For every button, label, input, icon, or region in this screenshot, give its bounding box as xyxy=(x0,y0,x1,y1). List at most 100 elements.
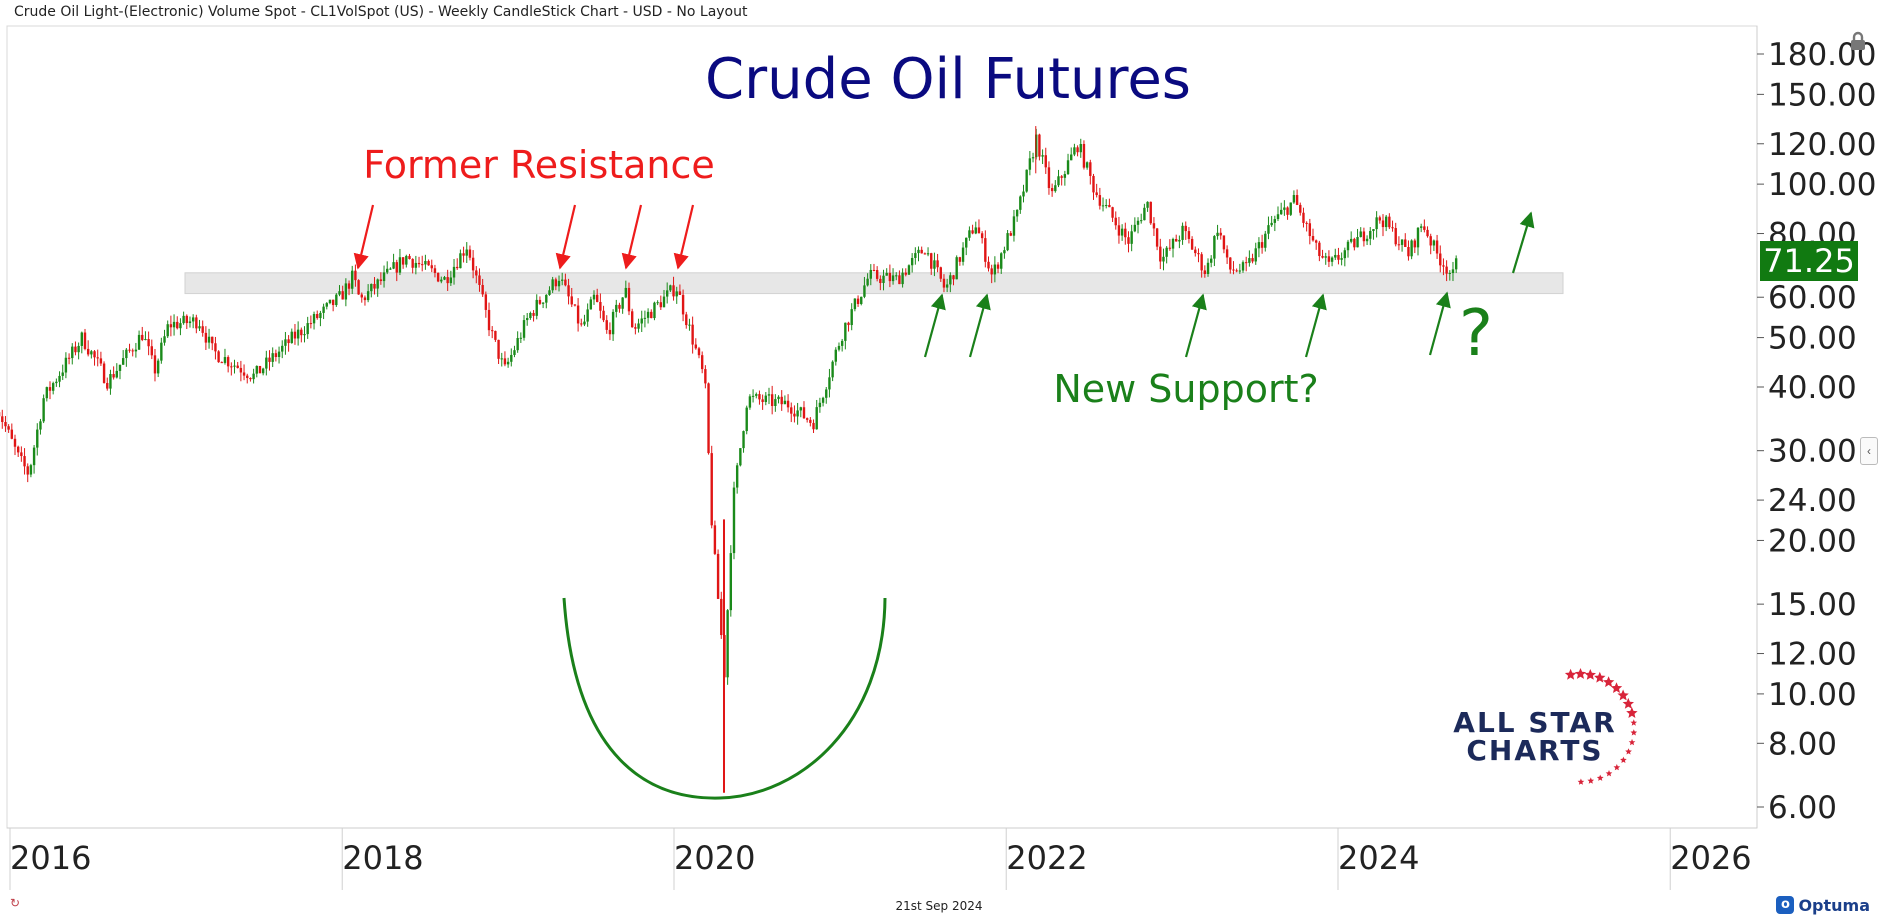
candle-body xyxy=(643,317,647,319)
candle-body xyxy=(255,365,258,374)
support-arrow xyxy=(1304,293,1327,358)
lock-icon[interactable] xyxy=(1847,30,1869,52)
candle-body xyxy=(401,257,405,265)
candle-body xyxy=(1003,250,1006,254)
candle-body xyxy=(494,330,497,340)
candle-body xyxy=(1238,270,1242,272)
candle-body xyxy=(220,362,223,364)
candle-body xyxy=(1394,228,1397,245)
candle-body xyxy=(739,448,742,466)
candle-body xyxy=(128,349,131,351)
candle-body xyxy=(526,318,529,321)
candle-body xyxy=(357,280,360,295)
candle-body xyxy=(153,355,157,374)
candle-body xyxy=(895,275,898,277)
candle-body xyxy=(863,285,866,297)
candle-body xyxy=(1435,240,1439,254)
y-tick-label: 120.00 xyxy=(1768,127,1876,163)
candle-body xyxy=(389,268,392,270)
candle-body xyxy=(1200,254,1203,271)
candle-body xyxy=(147,339,150,347)
candle-body xyxy=(853,298,857,310)
candle-body xyxy=(1254,248,1257,262)
candle-body xyxy=(1289,202,1292,215)
candle-body xyxy=(990,268,993,275)
candle-body xyxy=(182,315,185,324)
last-price-value: 71.25 xyxy=(1763,242,1855,280)
candle-body xyxy=(799,407,803,411)
candle-body xyxy=(344,283,348,300)
candle-body xyxy=(1089,162,1092,176)
candle-body xyxy=(1426,229,1429,237)
logo-stars xyxy=(1564,668,1638,785)
candle-body xyxy=(1439,253,1442,266)
logo-star xyxy=(1610,682,1623,693)
candle-body xyxy=(1235,270,1238,272)
candle-body xyxy=(328,299,332,304)
candle-body xyxy=(32,447,36,466)
candle-body xyxy=(602,310,605,321)
candle-body xyxy=(551,279,554,291)
candle-body xyxy=(1209,258,1213,263)
support-arrow xyxy=(968,293,991,358)
candle-body xyxy=(106,382,109,389)
logo-star xyxy=(1622,697,1634,709)
candle-body xyxy=(615,304,618,312)
candle-body xyxy=(475,270,478,276)
candle-body xyxy=(809,419,812,423)
candle-body xyxy=(977,227,981,234)
candle-body xyxy=(1260,242,1264,248)
x-tick-label: 2026 xyxy=(1670,839,1751,877)
y-axis: 180.00150.00120.00100.0080.0060.0050.004… xyxy=(1757,37,1876,826)
candle-body xyxy=(20,452,23,457)
candle-body xyxy=(465,249,468,256)
y-tick-label: 60.00 xyxy=(1768,280,1857,316)
candle-body xyxy=(605,320,608,330)
candle-body xyxy=(118,364,122,371)
candle-body xyxy=(678,291,682,295)
candle-body xyxy=(351,270,354,289)
candle-body xyxy=(131,350,134,352)
candle-body xyxy=(1404,239,1407,248)
candle-body xyxy=(61,372,64,376)
candle-body xyxy=(1171,238,1175,249)
candle-body xyxy=(1019,196,1022,210)
all-star-charts-logo: ALL STAR CHARTS xyxy=(1453,668,1638,785)
candle-body xyxy=(914,253,917,258)
question-mark: ? xyxy=(1459,297,1493,371)
candle-body xyxy=(599,301,602,311)
candle-body xyxy=(39,421,42,430)
collapse-panel-button[interactable]: ‹ xyxy=(1860,437,1878,465)
candle-body xyxy=(770,394,774,407)
candle-body xyxy=(392,262,395,269)
candle-body xyxy=(23,456,26,467)
candle-body xyxy=(471,257,475,271)
candle-body xyxy=(812,422,815,430)
candle-body xyxy=(720,598,723,636)
candle-body xyxy=(1410,240,1413,257)
candle-body xyxy=(188,321,192,324)
candle-body xyxy=(637,323,640,329)
candle-body xyxy=(869,269,872,279)
candle-body xyxy=(945,284,949,288)
candle-body xyxy=(1,416,4,423)
candle-body xyxy=(166,324,169,337)
candle-body xyxy=(1146,201,1149,208)
candle-body xyxy=(163,336,166,343)
candle-body xyxy=(331,299,335,306)
candle-body xyxy=(42,398,45,422)
candle-body xyxy=(1276,214,1280,220)
candle-body xyxy=(67,357,71,359)
candle-body xyxy=(837,345,841,350)
refresh-icon[interactable]: ↻ xyxy=(10,896,21,910)
candle-body xyxy=(86,348,90,355)
candle-body xyxy=(1047,167,1051,189)
candle-body xyxy=(1448,273,1452,275)
candle-body xyxy=(503,358,507,365)
candle-body xyxy=(1130,231,1133,244)
candle-body xyxy=(885,272,888,276)
candle-body xyxy=(790,407,793,414)
candle-body xyxy=(1162,256,1165,262)
candle-body xyxy=(347,283,351,289)
